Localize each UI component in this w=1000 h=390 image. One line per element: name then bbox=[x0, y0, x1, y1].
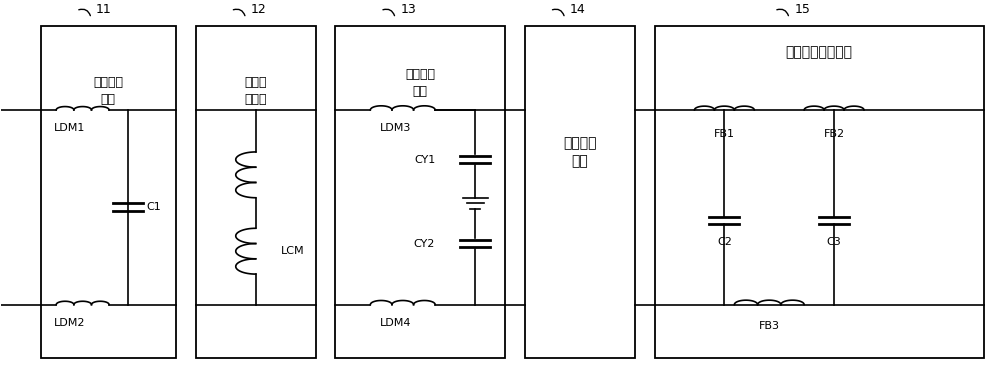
Text: 12: 12 bbox=[251, 3, 266, 16]
Text: 第二防护
模块: 第二防护 模块 bbox=[405, 68, 435, 98]
Text: LDM4: LDM4 bbox=[380, 317, 411, 328]
Bar bbox=[525, 26, 635, 358]
Text: LDM2: LDM2 bbox=[53, 317, 85, 328]
Text: 第一防护
模块: 第一防护 模块 bbox=[93, 76, 123, 106]
Bar bbox=[335, 26, 505, 358]
Text: C1: C1 bbox=[146, 202, 161, 212]
Text: 15: 15 bbox=[794, 3, 810, 16]
Text: FB2: FB2 bbox=[824, 129, 845, 139]
Text: 11: 11 bbox=[96, 3, 112, 16]
Text: C3: C3 bbox=[827, 238, 841, 248]
Text: CY2: CY2 bbox=[414, 239, 435, 248]
Text: LDM3: LDM3 bbox=[380, 123, 411, 133]
Text: 干扰噪声滤波模块: 干扰噪声滤波模块 bbox=[786, 46, 853, 60]
Text: CY1: CY1 bbox=[414, 154, 435, 165]
Text: LCM: LCM bbox=[281, 246, 304, 256]
Text: FB1: FB1 bbox=[714, 129, 735, 139]
Text: 13: 13 bbox=[400, 3, 416, 16]
Text: 14: 14 bbox=[570, 3, 586, 16]
Text: LDM1: LDM1 bbox=[54, 123, 85, 133]
Text: 电源转换
模块: 电源转换 模块 bbox=[563, 136, 597, 168]
Text: 共模滤
波模块: 共模滤 波模块 bbox=[244, 76, 267, 106]
Text: C2: C2 bbox=[717, 238, 732, 248]
Bar bbox=[655, 26, 984, 358]
Bar bbox=[41, 26, 176, 358]
Bar bbox=[196, 26, 316, 358]
Text: FB3: FB3 bbox=[759, 321, 780, 331]
